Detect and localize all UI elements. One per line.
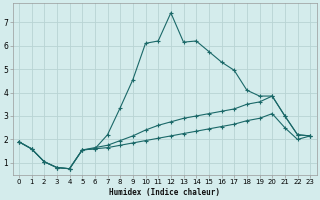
X-axis label: Humidex (Indice chaleur): Humidex (Indice chaleur) [109,188,220,197]
